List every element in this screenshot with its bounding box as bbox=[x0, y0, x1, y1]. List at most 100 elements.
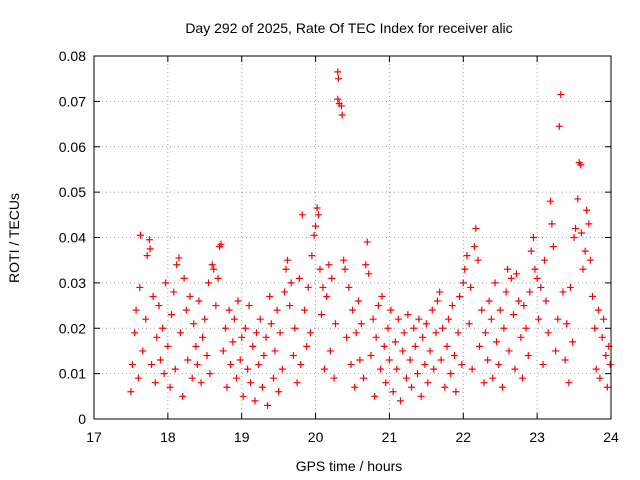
data-point bbox=[520, 302, 528, 310]
data-point bbox=[132, 306, 140, 314]
data-point bbox=[313, 204, 321, 212]
data-point bbox=[337, 102, 345, 110]
data-point bbox=[293, 379, 301, 387]
data-point bbox=[467, 283, 475, 291]
data-point bbox=[592, 365, 600, 373]
data-point bbox=[365, 270, 373, 278]
data-point bbox=[197, 379, 205, 387]
data-point bbox=[137, 231, 145, 239]
data-point bbox=[312, 222, 320, 230]
data-point bbox=[326, 347, 334, 355]
data-point bbox=[450, 351, 458, 359]
y-tick-label: 0.03 bbox=[59, 275, 86, 291]
data-point bbox=[262, 333, 270, 341]
data-point bbox=[223, 383, 231, 391]
data-point bbox=[258, 383, 266, 391]
data-point bbox=[162, 279, 170, 287]
data-point bbox=[188, 374, 196, 382]
data-point bbox=[217, 240, 225, 248]
data-point bbox=[531, 265, 539, 273]
data-point bbox=[316, 265, 324, 273]
data-point bbox=[275, 388, 283, 396]
data-point bbox=[417, 392, 425, 400]
data-point bbox=[404, 311, 412, 319]
data-point bbox=[577, 229, 585, 237]
data-point bbox=[256, 315, 264, 323]
data-point bbox=[552, 347, 560, 355]
data-point bbox=[480, 379, 488, 387]
data-point bbox=[343, 333, 351, 341]
data-point bbox=[443, 342, 451, 350]
data-point bbox=[437, 356, 445, 364]
data-point bbox=[193, 361, 201, 369]
data-point bbox=[454, 329, 462, 337]
data-point bbox=[581, 247, 589, 255]
data-point bbox=[410, 324, 418, 332]
data-point bbox=[201, 315, 209, 323]
data-point bbox=[241, 324, 249, 332]
data-point bbox=[400, 329, 408, 337]
data-point bbox=[239, 392, 247, 400]
data-point bbox=[606, 361, 614, 369]
y-tick-label: 0.01 bbox=[59, 366, 86, 382]
data-point bbox=[402, 374, 410, 382]
data-point bbox=[146, 245, 154, 253]
data-point bbox=[598, 333, 606, 341]
data-point bbox=[489, 374, 497, 382]
data-point bbox=[347, 361, 355, 369]
data-point bbox=[244, 365, 252, 373]
data-point bbox=[459, 279, 467, 287]
data-point bbox=[563, 320, 571, 328]
data-point bbox=[524, 351, 532, 359]
data-point bbox=[245, 302, 253, 310]
data-point bbox=[171, 365, 179, 373]
data-point bbox=[252, 329, 260, 337]
data-point bbox=[184, 356, 192, 364]
data-point bbox=[233, 374, 241, 382]
data-point bbox=[428, 306, 436, 314]
y-tick-label: 0.08 bbox=[59, 48, 86, 64]
x-tick-label: 19 bbox=[234, 429, 250, 445]
data-point bbox=[426, 347, 434, 355]
data-point bbox=[334, 68, 342, 76]
data-point bbox=[515, 297, 523, 305]
x-tick-label: 17 bbox=[86, 429, 102, 445]
data-point bbox=[281, 288, 289, 296]
data-point bbox=[273, 306, 281, 314]
data-point bbox=[168, 311, 176, 319]
data-point bbox=[190, 320, 198, 328]
data-point bbox=[310, 231, 318, 239]
data-point bbox=[537, 283, 545, 291]
data-point bbox=[561, 356, 569, 364]
data-point bbox=[579, 265, 587, 273]
data-point bbox=[139, 347, 147, 355]
data-point bbox=[195, 297, 203, 305]
data-point bbox=[269, 374, 277, 382]
data-point bbox=[156, 356, 164, 364]
data-point bbox=[143, 252, 151, 260]
data-point bbox=[468, 365, 476, 373]
data-point bbox=[199, 333, 207, 341]
data-point bbox=[511, 365, 519, 373]
data-point bbox=[308, 252, 316, 260]
data-point bbox=[557, 91, 565, 99]
data-point bbox=[549, 243, 557, 251]
data-point bbox=[356, 356, 364, 364]
data-point bbox=[371, 392, 379, 400]
data-point bbox=[569, 338, 577, 346]
data-point bbox=[142, 315, 150, 323]
data-point bbox=[304, 283, 312, 291]
data-point bbox=[295, 274, 303, 282]
data-point bbox=[378, 292, 386, 300]
data-point bbox=[251, 397, 259, 405]
data-point bbox=[357, 320, 365, 328]
data-point bbox=[214, 274, 222, 282]
data-point bbox=[510, 311, 518, 319]
data-point bbox=[363, 238, 371, 246]
data-point bbox=[221, 324, 229, 332]
data-point bbox=[589, 292, 597, 300]
data-point bbox=[387, 306, 395, 314]
data-point bbox=[602, 351, 610, 359]
y-axis-label: ROTI / TECUs bbox=[6, 193, 22, 283]
data-point bbox=[149, 292, 157, 300]
